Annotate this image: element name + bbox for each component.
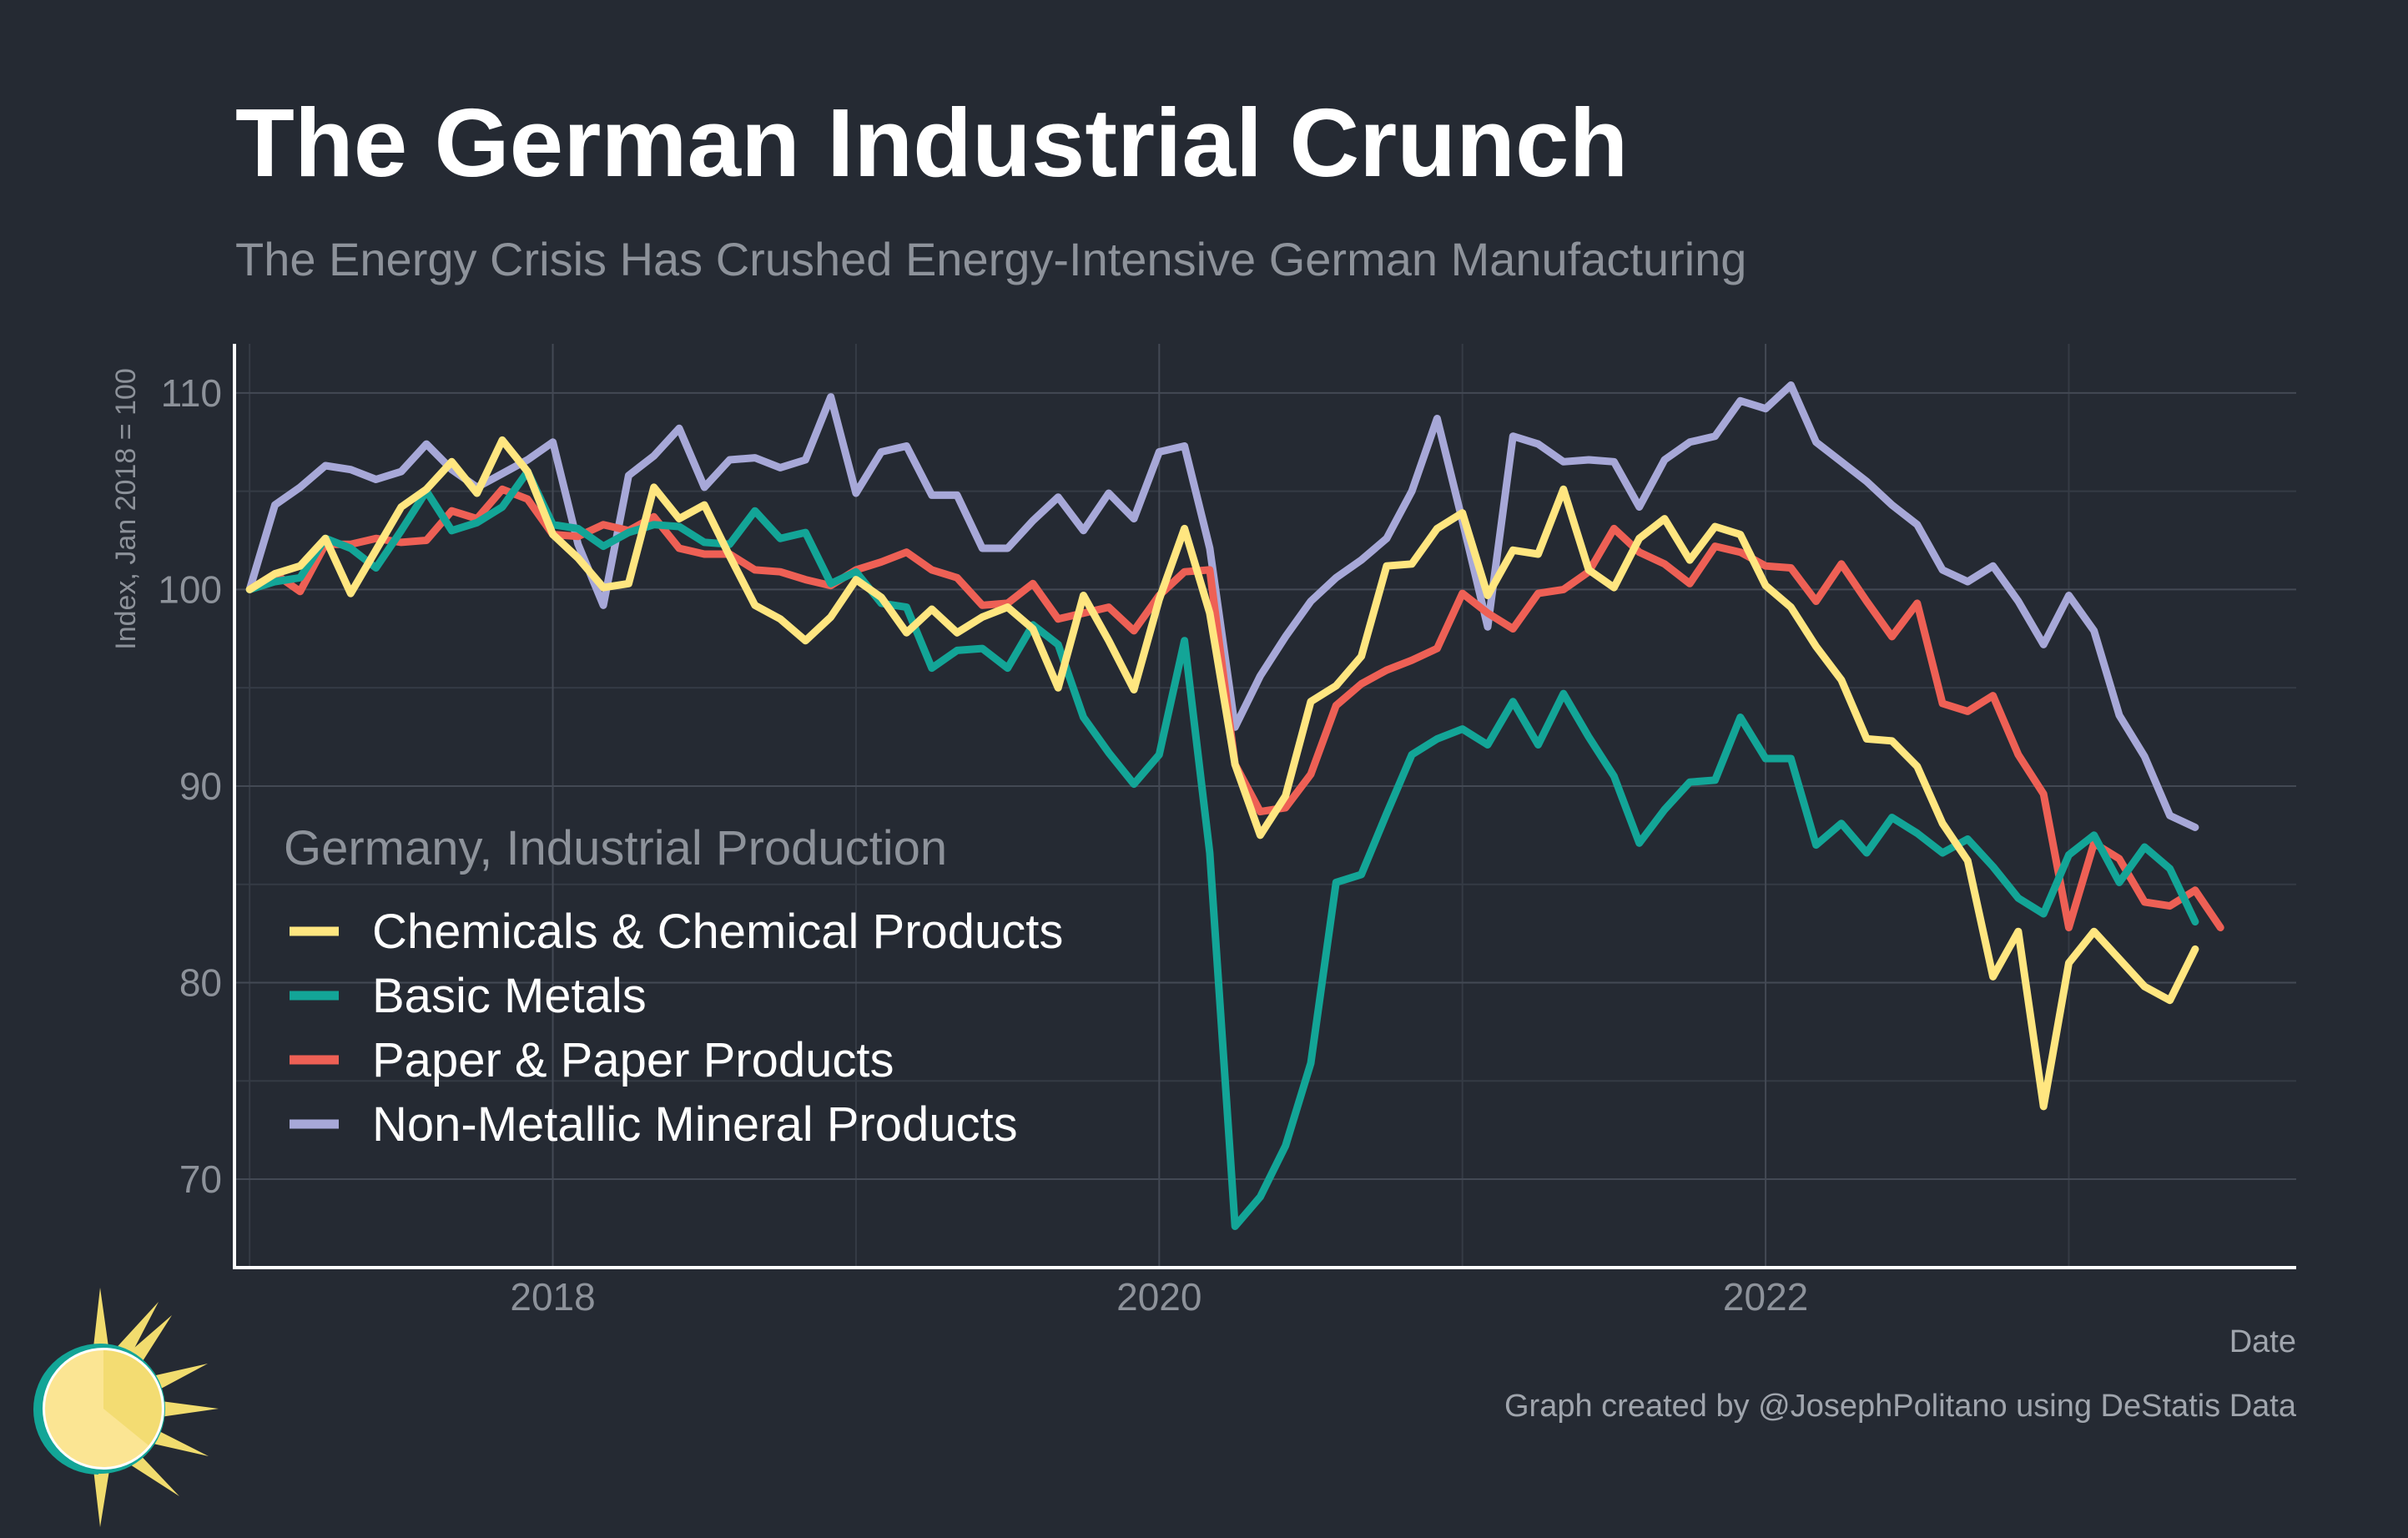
series-line-basic-metals [245,467,2199,1230]
x-tick-label: 2020 [1116,1275,1201,1319]
series-line-chemicals-chemical-products [245,436,2199,1111]
y-tick-label: 100 [158,567,222,611]
series-line-non-metallic-mineral-products [245,381,2199,831]
y-tick-label: 110 [161,371,222,415]
y-tick-label: 80 [179,961,222,1004]
legend: Germany, Industrial Production Chemicals… [284,821,1063,1152]
sun-logo-icon [33,1288,219,1527]
legend-label: Basic Metals [372,969,647,1023]
tick-labels: 2018 2020 2022 70 80 90 100 110 [158,371,1808,1319]
legend-label: Chemicals & Chemical Products [372,905,1063,959]
axes [233,344,2296,1269]
legend-label: Paper & Paper Products [372,1033,894,1087]
x-axis-label: Date [2229,1324,2296,1359]
y-axis-label: Index, Jan 2018 = 100 [110,368,142,649]
chart-title: The German Industrial Crunch [235,88,1629,197]
chart-subtitle: The Energy Crisis Has Crushed Energy-Int… [235,233,1747,285]
x-tick-label: 2022 [1723,1275,1808,1319]
legend-label: Non-Metallic Mineral Products [372,1097,1018,1152]
y-tick-label: 70 [179,1157,222,1201]
legend-title: Germany, Industrial Production [284,821,947,875]
x-tick-label: 2018 [510,1275,595,1319]
y-tick-label: 90 [179,764,222,808]
series-lines [245,381,2224,1230]
chart-caption: Graph created by @JosephPolitano using D… [1504,1389,2296,1424]
